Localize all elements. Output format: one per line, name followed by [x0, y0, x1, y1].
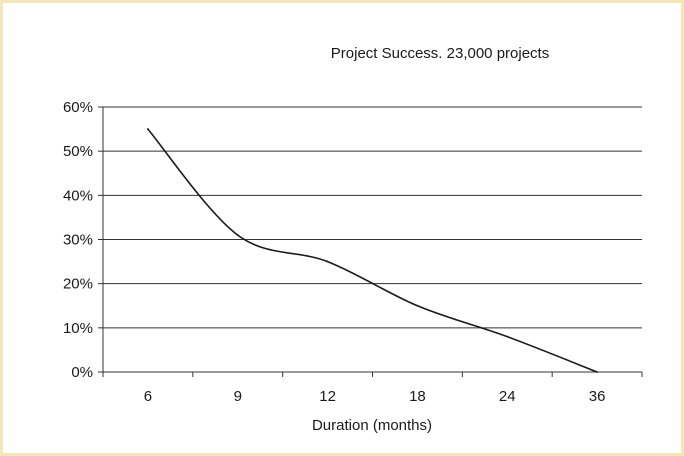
y-tick-label: 40%	[63, 187, 93, 204]
x-axis-title: Duration (months)	[312, 417, 432, 434]
y-tick-label: 60%	[63, 99, 93, 116]
series-layer	[147, 128, 598, 373]
x-tick-label: 24	[499, 388, 516, 405]
gridlines	[103, 106, 642, 329]
x-tick-label: 9	[234, 388, 242, 405]
x-tick-label: 6	[144, 388, 152, 405]
y-tick-label: 0%	[71, 364, 93, 381]
data-point	[506, 335, 509, 338]
x-axis-ticks: 6 9 12 18 24 36	[102, 372, 643, 405]
chart-title: Project Success. 23,000 projects	[331, 45, 549, 62]
y-axis-ticks: 0% 10% 20% 30% 40% 50% 60%	[63, 99, 103, 381]
x-tick-label: 18	[409, 388, 426, 405]
data-point	[416, 304, 419, 307]
y-tick-label: 50%	[63, 143, 93, 160]
x-tick-label: 12	[319, 388, 336, 405]
series-line	[147, 128, 598, 373]
x-tick-label: 36	[589, 388, 606, 405]
data-point	[236, 234, 239, 236]
y-tick-label: 10%	[63, 320, 93, 337]
data-point	[147, 128, 149, 130]
data-point	[596, 371, 598, 373]
y-tick-label: 30%	[63, 232, 93, 249]
y-tick-label: 20%	[63, 276, 93, 293]
data-point	[326, 260, 329, 263]
